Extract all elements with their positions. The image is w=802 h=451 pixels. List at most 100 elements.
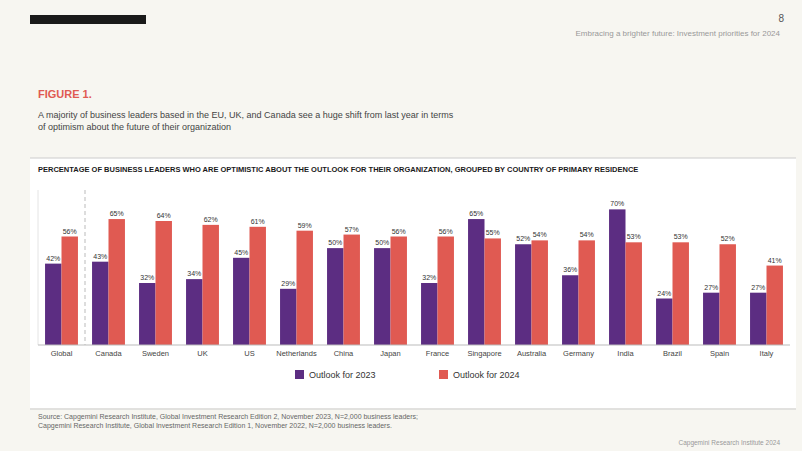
- bar: [327, 248, 343, 345]
- legend-label: Outlook for 2024: [453, 370, 520, 380]
- header-text: Embracing a brighter future: Investment …: [575, 29, 780, 38]
- data-label: 64%: [157, 212, 171, 219]
- data-label: 32%: [140, 274, 154, 281]
- bar: [656, 299, 672, 346]
- data-label: 27%: [704, 284, 718, 291]
- bar: [233, 258, 249, 345]
- bar: [62, 237, 78, 346]
- bar: [203, 225, 219, 345]
- bar: [579, 240, 595, 345]
- bar: [280, 289, 296, 345]
- data-label: 32%: [422, 274, 436, 281]
- data-label: 24%: [657, 290, 671, 297]
- bars: [45, 209, 783, 345]
- separator: [30, 409, 796, 410]
- data-label: 41%: [768, 257, 782, 264]
- x-tick-label: France: [426, 349, 449, 358]
- data-label: 43%: [93, 253, 107, 260]
- footer-text: Capgemini Research Institute 2024: [678, 439, 780, 447]
- background: [0, 0, 802, 451]
- x-tick-label: China: [334, 349, 354, 358]
- data-label: 54%: [580, 231, 594, 238]
- separator: [30, 158, 796, 159]
- bar: [374, 248, 390, 345]
- chart-title: PERCENTAGE OF BUSINESS LEADERS WHO ARE O…: [38, 165, 638, 174]
- chart-box: [30, 158, 796, 408]
- bar: [673, 242, 689, 345]
- data-label: 52%: [516, 235, 530, 242]
- bar: [297, 231, 313, 345]
- data-label: 27%: [751, 284, 765, 291]
- data-label: 50%: [328, 239, 342, 246]
- legend-label: Outlook for 2023: [309, 370, 376, 380]
- x-tick-label: Germany: [563, 349, 594, 358]
- bar: [750, 293, 766, 345]
- data-label: 54%: [533, 231, 547, 238]
- x-axis-line: [38, 345, 790, 346]
- data-label: 57%: [345, 226, 359, 233]
- data-label: 53%: [674, 233, 688, 240]
- x-tick-label: Global: [51, 349, 73, 358]
- x-tick-label: Brazil: [663, 349, 682, 358]
- bar: [156, 221, 172, 345]
- bar: [532, 240, 548, 345]
- data-label: 56%: [439, 228, 453, 235]
- data-label: 45%: [234, 249, 248, 256]
- legend: Outlook for 2023 Outlook for 2024: [295, 370, 520, 380]
- data-label: 29%: [281, 280, 295, 287]
- x-tick-label: US: [244, 349, 254, 358]
- bar: [468, 219, 484, 345]
- x-tick-label: Spain: [710, 349, 729, 358]
- x-tick-label: Australia: [517, 349, 547, 358]
- source-text-line: Capgemini Research Institute, Global Inv…: [38, 422, 392, 430]
- bar: [515, 244, 531, 345]
- source-text: Source: Capgemini Research Institute, Gl…: [38, 413, 418, 430]
- data-labels: 42%43%32%34%45%29%50%50%32%65%52%36%70%2…: [46, 200, 781, 296]
- bar: [421, 283, 437, 345]
- x-tick-label: India: [617, 349, 634, 358]
- bar: [139, 283, 155, 345]
- x-tick-label: Canada: [95, 349, 122, 358]
- figure-subtitle-line: of optimism about the future of their or…: [38, 122, 231, 132]
- x-tick-label: Italy: [760, 349, 774, 358]
- data-label: 52%: [721, 235, 735, 242]
- data-label: 36%: [563, 266, 577, 273]
- decorative-bar: [30, 15, 146, 24]
- bar: [720, 244, 736, 345]
- bar: [45, 264, 61, 345]
- bar: [250, 227, 266, 345]
- x-tick-label: Singapore: [467, 349, 501, 358]
- x-tick-label: Japan: [380, 349, 400, 358]
- bar: [703, 293, 719, 345]
- data-label: 50%: [375, 239, 389, 246]
- group-divider: [85, 190, 86, 345]
- x-tick-label: Sweden: [142, 349, 169, 358]
- data-label: 53%: [627, 233, 641, 240]
- data-label: 65%: [110, 210, 124, 217]
- bar: [609, 209, 625, 345]
- bar: [391, 237, 407, 346]
- page-number: 8: [778, 13, 784, 24]
- data-label: 61%: [251, 218, 265, 225]
- bar: [485, 238, 501, 345]
- data-label: 34%: [187, 270, 201, 277]
- x-tick-label: Netherlands: [276, 349, 317, 358]
- x-tick-label: UK: [197, 349, 207, 358]
- figure-subtitle-line: A majority of business leaders based in …: [38, 110, 454, 120]
- page: 8 Embracing a brighter future: Investment…: [0, 0, 802, 451]
- bar: [626, 242, 642, 345]
- value-axis-line: [38, 190, 39, 345]
- legend-swatch: [295, 370, 304, 379]
- data-label: 56%: [63, 228, 77, 235]
- data-label: 59%: [298, 222, 312, 229]
- bar: [344, 235, 360, 345]
- bar: [438, 237, 454, 346]
- figure-subtitle: A majority of business leaders based in …: [38, 110, 454, 132]
- bar: [109, 219, 125, 345]
- bar: [767, 266, 783, 345]
- data-label: 55%: [486, 229, 500, 236]
- bar: [562, 275, 578, 345]
- legend-swatch: [439, 370, 448, 379]
- data-label: 56%: [392, 228, 406, 235]
- data-label: 65%: [469, 210, 483, 217]
